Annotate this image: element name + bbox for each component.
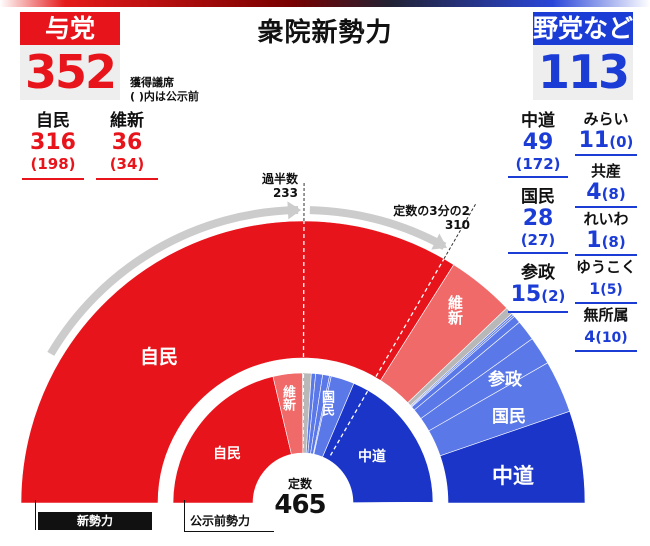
party-prev: (8) [601,233,626,251]
majority-label: 過半数 [261,172,298,186]
ruling-label: 与党 [20,12,120,45]
new-segment-自民 [20,220,455,504]
reference-line-310 [329,203,477,456]
party-mirai: みらい 11(0) [575,108,637,156]
party-seats: 36 [111,130,143,155]
party-seats: 4 [586,180,602,205]
party-prev: (10) [595,330,628,346]
label-inner-jimin: 自民 [213,446,241,462]
prev-segment-自民 [172,376,292,504]
party-ishin: 維新 36 (34) [96,106,158,180]
party-chudo: 中道 49 (172) [508,106,568,178]
page-title: 衆院新勢力 [257,18,393,48]
opp-col2: みらい 11(0) 共産 4(8) れいわ 1(8) ゆうこく 1(5) 無所属 4(10… [575,108,637,352]
party-yukoku: ゆうこく 1(5) [575,252,637,304]
label-inner-ishin: 維新 [280,385,295,411]
legend-prev: 公示前勢力 [184,500,274,532]
reference-line-outside-310 [443,203,476,260]
party-name: 参政 [521,263,555,283]
twothirds-label: 定数の3分の2 [393,204,470,218]
label-outer-sansei: 参政 [488,370,522,390]
party-prev: (2) [541,287,566,305]
guide-arrow [309,206,447,250]
majority-marker: 過半数 233 [250,172,298,200]
label-outer-chudo: 中道 [492,464,534,488]
total-value: 465 [274,490,326,520]
guide-arrow [47,206,299,356]
party-sansei: 参政 15(2) [508,258,568,313]
party-kyosan: 共産 4(8) [575,156,637,208]
majority-value: 233 [272,186,298,200]
party-prev: (198) [30,155,76,173]
party-kokumin: 国民 28 (27) [508,182,568,254]
opposition-total: 113 [533,45,633,100]
party-seats: 1 [589,279,601,298]
label-outer-jimin: 自民 [140,346,179,368]
party-seats: 28 [522,206,554,231]
party-jimin: 自民 316 (198) [22,106,84,180]
party-prev: (5) [600,282,623,298]
party-name: 共産 [590,162,621,180]
party-name: 無所属 [583,306,629,324]
note-seats: 獲得議席 [130,76,174,89]
party-prev: (0) [609,133,634,151]
legend-new: 新勢力 [38,512,152,530]
opp-col1: 中道 49 (172) 国民 28 (27) 参政 15(2) [508,106,568,317]
top-gradient-bar [0,0,650,7]
party-name: 中道 [521,111,555,131]
twothirds-marker: 定数の3分の2 310 [370,204,470,232]
party-name: 国民 [521,187,555,207]
party-seats: 4 [584,327,596,346]
party-name: れいわ [583,210,629,228]
prev-segment-中道 [322,382,434,503]
party-seats: 15 [510,282,542,307]
twothirds-value: 310 [444,218,470,232]
ruling-total: 352 [20,45,120,100]
total-label: 定数 [287,477,312,491]
party-prev: (27) [520,231,556,249]
party-prev: (8) [601,185,626,203]
new-segment-中道 [439,410,586,504]
label-inner-chudo: 中道 [358,449,386,465]
party-seats: 316 [30,130,76,155]
party-mushozoku: 無所属 4(10) [575,300,637,352]
arrow-head [431,233,447,250]
party-prev: (172) [515,155,561,173]
party-name: みらい [583,110,629,128]
total-seats: 定数 465 [270,475,330,518]
party-seats: 1 [586,228,602,253]
label-inner-kokumin: 国民 [319,390,334,416]
party-prev: (34) [109,155,145,173]
party-reiwa: れいわ 1(8) [575,204,637,256]
reference-line-233 [302,182,305,449]
note-prev: ( )内は公示前 [130,90,199,103]
label-outer-ishin: 維新 [446,295,464,325]
party-seats: 11 [578,128,610,153]
party-name: 維新 [110,111,144,131]
party-name: 自民 [36,111,70,131]
label-outer-kokumin: 国民 [492,407,526,427]
party-seats: 49 [522,130,554,155]
opposition-label: 野党など [533,12,634,45]
party-name: ゆうこく [575,258,636,276]
arrow-head [287,201,302,220]
